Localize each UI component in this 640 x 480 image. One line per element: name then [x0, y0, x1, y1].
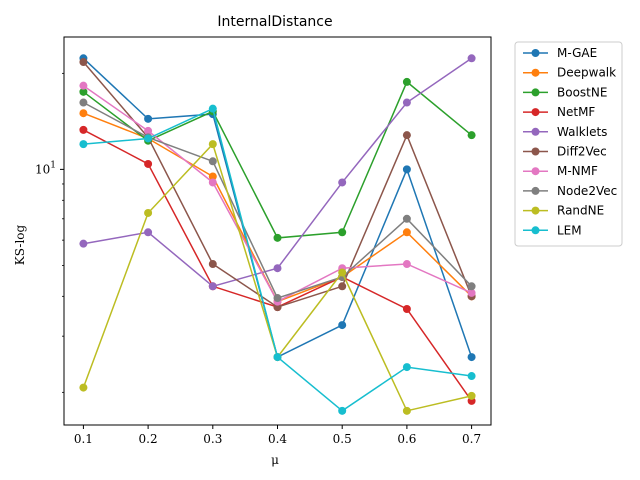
data-point-randne — [144, 208, 153, 217]
legend-label-deepwalk: Deepwalk — [557, 66, 616, 80]
data-point-m-nmf — [402, 260, 411, 269]
data-point-m-nmf — [208, 178, 217, 187]
data-point-m-gae — [467, 353, 476, 362]
x-tick-label: 0.6 — [397, 432, 416, 446]
data-point-lem — [467, 372, 476, 381]
legend-label-netmf: NetMF — [557, 105, 595, 119]
chart-title: InternalDistance — [217, 14, 332, 30]
data-point-randne — [208, 140, 217, 149]
plot-frame — [63, 36, 492, 426]
data-point-boostne — [338, 228, 347, 237]
data-point-m-gae — [338, 321, 347, 330]
data-point-walklets — [467, 54, 476, 63]
data-point-deepwalk — [79, 109, 88, 118]
legend-marker-node2vec — [531, 186, 540, 195]
data-point-walklets — [273, 264, 282, 273]
data-point-lem — [402, 363, 411, 372]
series-lem — [79, 104, 476, 415]
data-point-m-gae — [402, 165, 411, 174]
legend-label-randne: RandNE — [557, 204, 604, 218]
series-line-m-gae — [82, 57, 473, 359]
legend: M-GAE Deepwalk BoostNE NetMF Walklets Diff2Ve… — [514, 41, 623, 247]
data-point-node2vec — [79, 98, 88, 107]
series-randne — [79, 140, 476, 415]
data-point-diff2vec — [79, 58, 88, 67]
legend-marker-diff2vec — [531, 147, 540, 156]
data-point-walklets — [79, 239, 88, 248]
data-point-node2vec — [402, 214, 411, 223]
data-point-lem — [208, 104, 217, 113]
x-tick-label: 0.2 — [139, 432, 158, 446]
data-point-walklets — [338, 178, 347, 187]
x-tick-label: 0.5 — [333, 432, 352, 446]
data-point-m-nmf — [144, 126, 153, 135]
data-point-lem — [144, 134, 153, 143]
data-point-m-nmf — [79, 81, 88, 90]
data-point-walklets — [208, 282, 217, 291]
data-point-deepwalk — [208, 172, 217, 181]
x-tick-label: 0.4 — [268, 432, 287, 446]
legend-label-walklets: Walklets — [557, 125, 607, 139]
x-tick-label: 0.7 — [462, 432, 481, 446]
data-point-netmf — [402, 305, 411, 314]
data-point-boostne — [273, 233, 282, 242]
series-m-gae — [79, 54, 476, 362]
legend-label-m-gae: M-GAE — [557, 46, 597, 60]
legend-marker-boostne — [531, 88, 540, 97]
legend-label-m-nmf: M-NMF — [557, 164, 598, 178]
legend-marker-netmf — [531, 108, 540, 117]
data-point-lem — [273, 353, 282, 362]
x-axis-label: μ — [271, 453, 279, 467]
legend-marker-walklets — [531, 127, 540, 136]
data-point-node2vec — [273, 294, 282, 303]
data-point-randne — [79, 383, 88, 392]
data-point-diff2vec — [208, 260, 217, 269]
legend-label-lem: LEM — [557, 223, 582, 237]
data-point-randne — [467, 391, 476, 400]
data-point-randne — [338, 268, 347, 277]
series-layer — [79, 54, 476, 415]
data-point-randne — [402, 406, 411, 415]
y-ticks: 101 — [35, 72, 64, 393]
legend-label-diff2vec: Diff2Vec — [557, 145, 607, 159]
series-line-lem — [83, 107, 472, 412]
legend-label-node2vec: Node2Vec — [557, 184, 617, 198]
x-tick-label: 0.3 — [203, 432, 222, 446]
data-point-lem — [338, 406, 347, 415]
series-walklets — [79, 54, 476, 291]
data-point-m-gae — [144, 114, 153, 123]
series-line-randne — [82, 142, 472, 412]
data-point-netmf — [79, 125, 88, 134]
data-point-boostne — [402, 77, 411, 86]
y-axis-label: KS-log — [13, 224, 27, 265]
data-point-deepwalk — [402, 228, 411, 237]
y-tick-label: 101 — [35, 160, 56, 176]
data-point-diff2vec — [273, 303, 282, 312]
x-tick-label: 0.1 — [74, 432, 93, 446]
legend-marker-m-nmf — [531, 167, 540, 176]
data-point-node2vec — [208, 157, 217, 166]
legend-marker-lem — [531, 226, 540, 235]
legend-marker-m-gae — [531, 49, 540, 57]
data-point-walklets — [144, 228, 153, 237]
data-point-diff2vec — [338, 282, 347, 291]
series-line-walklets — [83, 57, 473, 288]
data-point-netmf — [144, 159, 153, 168]
data-point-diff2vec — [402, 131, 411, 140]
data-point-boostne — [467, 131, 476, 140]
data-point-lem — [79, 140, 88, 149]
series-line-deepwalk — [83, 112, 473, 303]
x-ticks: 0.1 0.2 0.3 0.4 0.5 0.6 0.7 — [74, 425, 481, 446]
data-point-boostne — [79, 87, 88, 96]
data-point-node2vec — [467, 282, 476, 291]
data-point-walklets — [402, 98, 411, 107]
data-point-m-nmf — [467, 288, 476, 297]
legend-marker-deepwalk — [531, 68, 540, 77]
legend-marker-randne — [531, 206, 540, 215]
legend-label-boostne: BoostNE — [557, 85, 607, 99]
